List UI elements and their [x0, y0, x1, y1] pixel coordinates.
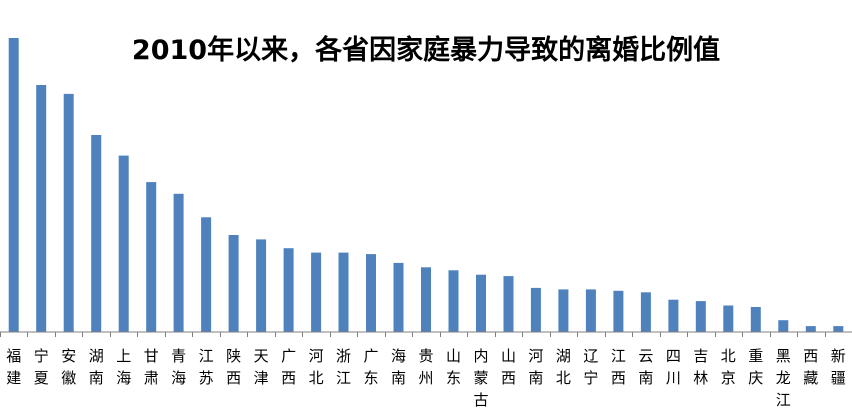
bar — [833, 326, 844, 332]
x-tick-label: 海南 — [391, 347, 406, 387]
x-tick-label: 河南 — [528, 347, 543, 387]
bar — [91, 135, 102, 332]
x-tick-label: 贵州 — [418, 347, 433, 387]
x-tick-label: 青海 — [171, 347, 186, 387]
x-tick-label: 江西 — [611, 347, 626, 387]
bar — [283, 248, 294, 332]
bar — [668, 299, 679, 332]
x-tick-label: 吉林 — [693, 347, 708, 387]
x-tick-label: 山东 — [446, 347, 461, 387]
bar — [778, 320, 789, 332]
x-tick-label: 安徽 — [61, 347, 76, 387]
bar — [750, 307, 761, 332]
x-tick-label: 陕西 — [226, 347, 241, 387]
x-tick-label: 浙江 — [336, 347, 351, 387]
bar — [723, 305, 734, 332]
x-tick-label: 新疆 — [831, 347, 846, 387]
bar — [421, 267, 431, 332]
x-tick-label: 四川 — [666, 347, 681, 387]
x-tick-label: 天津 — [254, 347, 269, 387]
bar — [393, 262, 404, 332]
bar — [256, 239, 267, 332]
x-tick-label: 甘肃 — [144, 347, 159, 387]
x-tick-label: 北京 — [721, 347, 736, 387]
bar — [311, 252, 322, 332]
x-tick-label: 辽宁 — [583, 347, 598, 387]
bar — [338, 252, 349, 332]
bar — [558, 289, 569, 332]
x-tick-label: 江苏 — [199, 347, 214, 387]
bar — [585, 289, 596, 332]
x-tick-label: 广东 — [363, 347, 378, 387]
bar — [118, 155, 129, 332]
x-tick-label: 内蒙古 — [473, 347, 488, 409]
x-tick-label: 上海 — [116, 347, 131, 387]
x-tick-label: 河北 — [309, 347, 324, 387]
bar — [366, 254, 376, 332]
x-tick-label: 山西 — [501, 347, 516, 387]
bar — [8, 38, 19, 332]
bar — [201, 217, 212, 332]
bar — [63, 93, 74, 333]
x-tick-label: 西藏 — [803, 347, 818, 387]
bar — [36, 85, 47, 332]
x-tick-label: 重庆 — [748, 347, 763, 387]
bar — [228, 235, 239, 332]
bar — [476, 274, 486, 332]
bar — [146, 182, 157, 332]
chart-title: 2010年以来，各省因家庭暴力导致的离婚比例值 — [131, 35, 721, 66]
bar — [805, 326, 816, 332]
x-axis-tick-labels: 福建宁夏安徽湖南上海甘肃青海江苏陕西天津广西河北浙江广东海南贵州山东内蒙古山西河… — [6, 347, 846, 409]
x-tick-label: 湖南 — [89, 347, 104, 387]
x-axis-ticks — [0, 332, 826, 337]
bar — [695, 301, 706, 332]
bar — [640, 292, 651, 332]
x-tick-label: 宁夏 — [34, 347, 49, 387]
bar — [613, 290, 624, 332]
bar — [503, 276, 514, 332]
bar-series — [8, 38, 844, 333]
bar — [448, 270, 459, 332]
x-tick-label: 黑龙江 — [776, 347, 791, 409]
bar — [173, 193, 184, 332]
x-tick-label: 福建 — [6, 347, 21, 387]
x-tick-label: 广西 — [281, 347, 296, 387]
bar — [530, 287, 541, 332]
x-tick-label: 云南 — [638, 347, 653, 387]
x-tick-label: 湖北 — [556, 347, 571, 387]
